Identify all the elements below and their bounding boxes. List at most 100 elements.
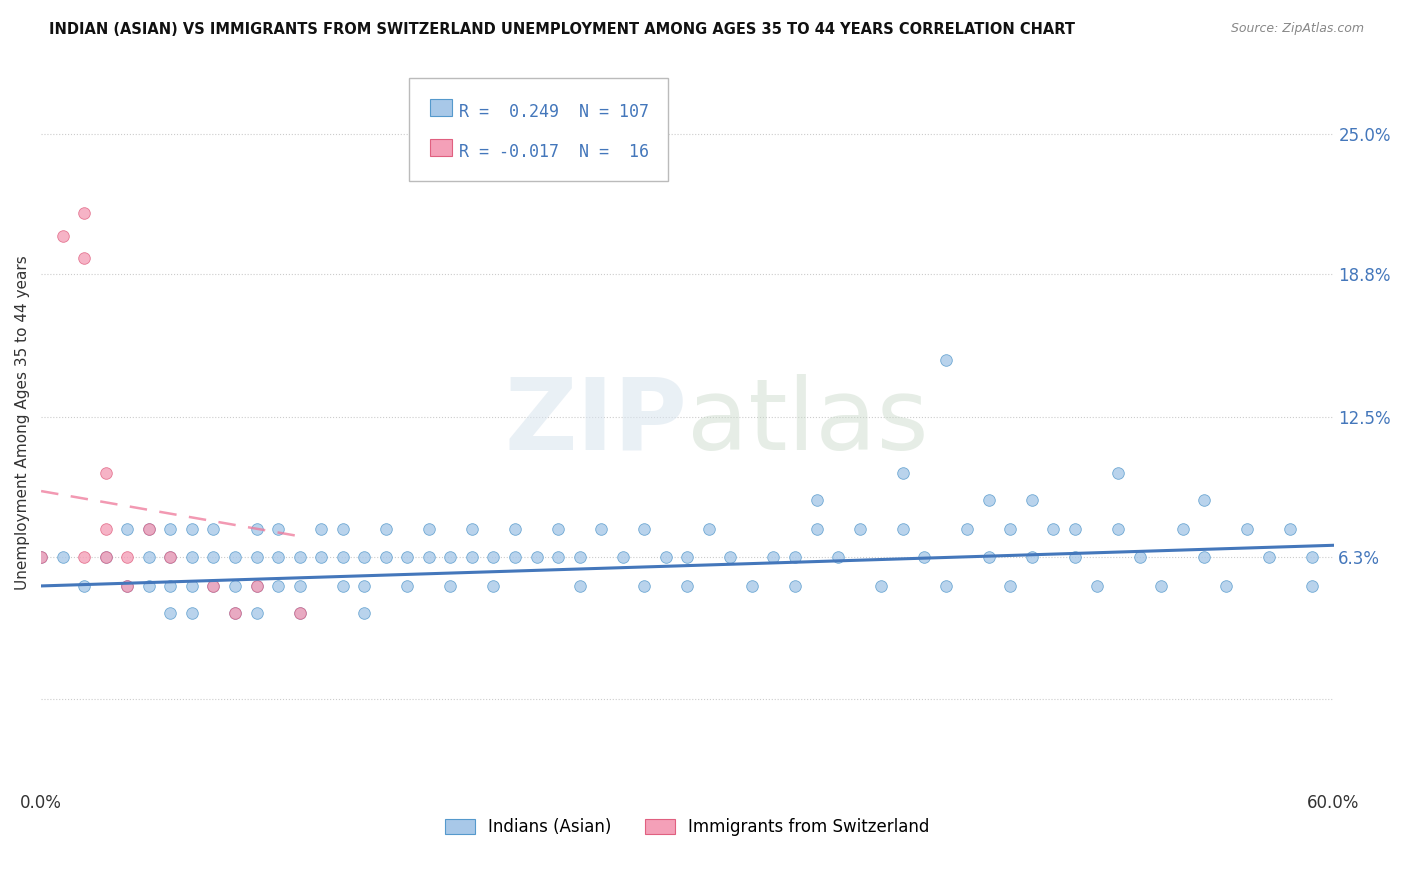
Legend: Indians (Asian), Immigrants from Switzerland: Indians (Asian), Immigrants from Switzer…	[444, 818, 929, 836]
Point	[332, 523, 354, 537]
Point	[418, 523, 440, 537]
Point	[1279, 523, 1302, 537]
Point	[1301, 579, 1323, 593]
Point	[956, 523, 979, 537]
Point	[94, 466, 117, 480]
Point	[1257, 549, 1279, 564]
Point	[396, 579, 419, 593]
Point	[73, 549, 96, 564]
Point	[827, 549, 849, 564]
Point	[977, 549, 1000, 564]
Point	[1085, 579, 1108, 593]
Point	[117, 549, 139, 564]
Point	[1129, 549, 1152, 564]
Point	[353, 606, 375, 620]
Point	[224, 606, 246, 620]
Point	[568, 549, 591, 564]
Point	[117, 523, 139, 537]
Point	[1064, 549, 1087, 564]
Point	[332, 579, 354, 593]
Point	[418, 549, 440, 564]
Point	[94, 549, 117, 564]
Point	[288, 579, 311, 593]
Point	[332, 549, 354, 564]
Point	[159, 606, 181, 620]
Y-axis label: Unemployment Among Ages 35 to 44 years: Unemployment Among Ages 35 to 44 years	[15, 255, 30, 590]
Point	[374, 549, 396, 564]
Point	[30, 549, 52, 564]
Point	[288, 606, 311, 620]
Point	[1150, 579, 1173, 593]
Text: Source: ZipAtlas.com: Source: ZipAtlas.com	[1230, 22, 1364, 36]
Point	[309, 549, 332, 564]
Point	[697, 523, 720, 537]
Point	[461, 549, 484, 564]
Point	[73, 206, 96, 220]
Point	[267, 579, 290, 593]
Point	[935, 579, 957, 593]
Point	[891, 466, 914, 480]
Point	[288, 606, 311, 620]
Point	[224, 549, 246, 564]
Point	[73, 579, 96, 593]
Text: INDIAN (ASIAN) VS IMMIGRANTS FROM SWITZERLAND UNEMPLOYMENT AMONG AGES 35 TO 44 Y: INDIAN (ASIAN) VS IMMIGRANTS FROM SWITZE…	[49, 22, 1076, 37]
Point	[676, 579, 699, 593]
Point	[180, 549, 202, 564]
Point	[461, 523, 484, 537]
Point	[138, 579, 160, 593]
Point	[503, 523, 526, 537]
Point	[547, 523, 569, 537]
Point	[224, 579, 246, 593]
Point	[783, 579, 806, 593]
Point	[224, 606, 246, 620]
Point	[1194, 549, 1216, 564]
Point	[1171, 523, 1194, 537]
Point	[591, 523, 613, 537]
Point	[741, 579, 763, 593]
Point	[526, 549, 548, 564]
Point	[353, 579, 375, 593]
Point	[676, 549, 699, 564]
Point	[718, 549, 741, 564]
Point	[655, 549, 678, 564]
Point	[309, 523, 332, 537]
Point	[1107, 523, 1129, 537]
Point	[267, 549, 290, 564]
Point	[935, 353, 957, 368]
Point	[762, 549, 785, 564]
Point	[439, 549, 461, 564]
Point	[202, 549, 225, 564]
Point	[1042, 523, 1064, 537]
Text: atlas: atlas	[688, 374, 929, 471]
Point	[633, 523, 655, 537]
Point	[870, 579, 893, 593]
Point	[1301, 549, 1323, 564]
Point	[202, 579, 225, 593]
Point	[1064, 523, 1087, 537]
Point	[1215, 579, 1237, 593]
Point	[138, 549, 160, 564]
Point	[30, 549, 52, 564]
Point	[912, 549, 935, 564]
Point	[52, 549, 75, 564]
Point	[73, 252, 96, 266]
Point	[1194, 493, 1216, 508]
Point	[180, 523, 202, 537]
Point	[245, 523, 267, 537]
Point	[806, 493, 828, 508]
Point	[245, 579, 267, 593]
Point	[1000, 579, 1022, 593]
Point	[267, 523, 290, 537]
Point	[159, 549, 181, 564]
Point	[783, 549, 806, 564]
Point	[482, 579, 505, 593]
Point	[117, 579, 139, 593]
Point	[977, 493, 1000, 508]
Point	[245, 579, 267, 593]
Point	[117, 579, 139, 593]
Point	[439, 579, 461, 593]
Point	[374, 523, 396, 537]
Point	[52, 228, 75, 243]
Point	[806, 523, 828, 537]
Point	[633, 579, 655, 593]
